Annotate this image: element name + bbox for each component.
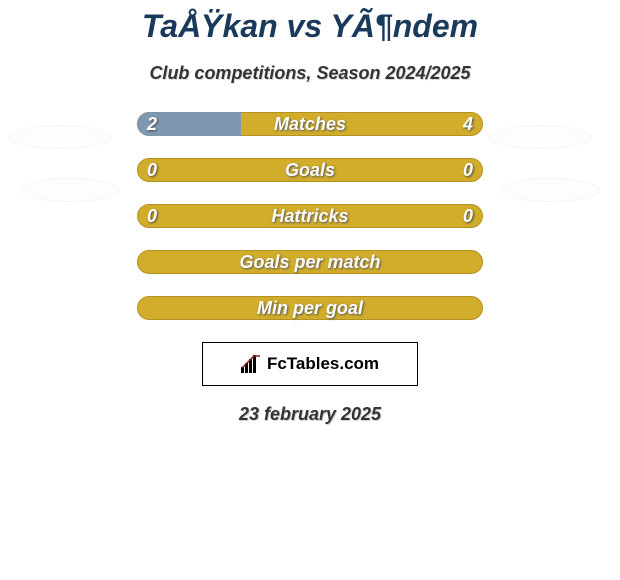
brand-logo-icon [241,355,261,373]
subtitle: Club competitions, Season 2024/2025 [0,63,620,84]
placeholder-ellipse [500,178,600,202]
placeholder-ellipse [488,125,592,149]
date-text: 23 february 2025 [0,404,620,425]
page-title: TaÅŸkan vs YÃ¶ndem [0,0,620,45]
stat-value-left: 0 [147,204,157,228]
stat-value-left: 2 [147,112,157,136]
stat-label: Matches [137,112,483,136]
stat-row: Goals0 0 [137,158,483,182]
stat-row: Goals per match [137,250,483,274]
stat-row: Min per goal [137,296,483,320]
stat-label: Hattricks [137,204,483,228]
stat-label: Min per goal [137,296,483,320]
stat-value-right: 0 [463,204,473,228]
stat-label: Goals per match [137,250,483,274]
stat-label: Goals [137,158,483,182]
stat-value-left: 0 [147,158,157,182]
stat-value-right: 0 [463,158,473,182]
stat-row: Matches2 4 [137,112,483,136]
stat-row: Hattricks0 0 [137,204,483,228]
placeholder-ellipse [8,125,112,149]
brand-box: FcTables.com [202,342,418,386]
stat-value-right: 4 [463,112,473,136]
placeholder-ellipse [20,178,120,202]
brand-text: FcTables.com [267,354,379,374]
